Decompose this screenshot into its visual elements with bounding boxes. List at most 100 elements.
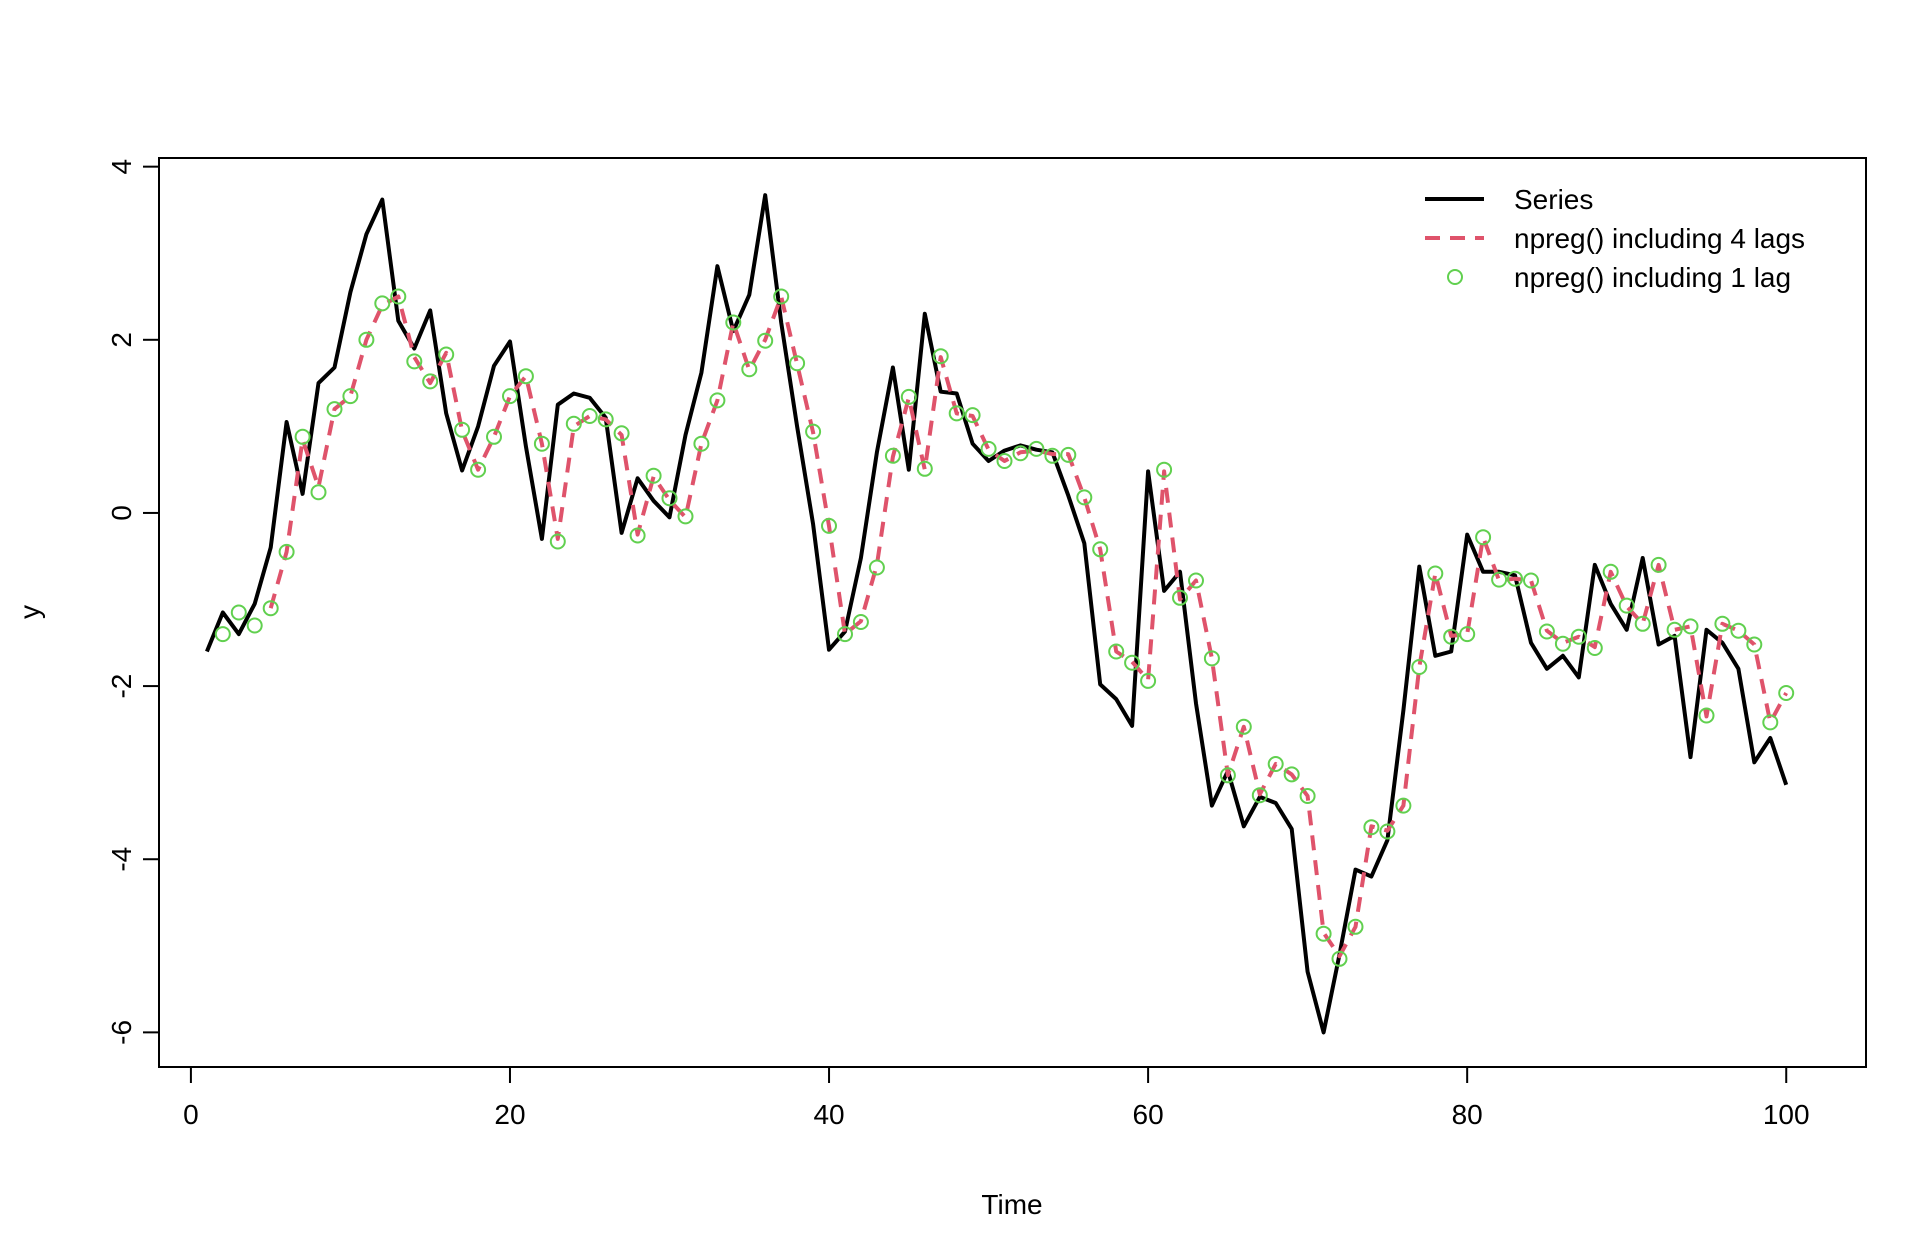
npreg-1-lag-point — [693, 435, 710, 452]
npreg-1-lag-point — [821, 517, 837, 534]
y-axis-title: y — [14, 605, 45, 619]
npreg-1-lag-point — [549, 533, 566, 550]
npreg-1-lag-point — [1459, 626, 1476, 643]
npreg-1-lag-point — [502, 388, 518, 405]
x-tick-label: 100 — [1763, 1099, 1810, 1130]
npreg-1-lag-point — [1251, 787, 1268, 804]
npreg-1-lag-point — [661, 490, 678, 507]
npreg-1-lag-point — [246, 617, 263, 634]
npreg-1-lag-point — [1299, 788, 1316, 804]
npreg-1-lag-point — [1315, 925, 1332, 942]
npreg-1-lag-point — [390, 288, 407, 305]
npreg-1-lag-point — [1395, 797, 1412, 814]
npreg-4-lags-line — [268, 294, 1788, 959]
npreg-1-lag-point — [214, 626, 231, 643]
npreg-1-lag-point — [900, 388, 917, 405]
npreg-1-lag-point — [310, 484, 327, 501]
npreg-1-lag-point — [1586, 640, 1603, 656]
y-axis: -6 -4 -2 0 2 4 — [106, 159, 160, 1045]
npreg-1-lag-point — [1283, 766, 1300, 783]
npreg-1-lag-point — [1044, 447, 1061, 464]
x-tick-label: 0 — [183, 1099, 199, 1130]
npreg-1-lag-point — [406, 353, 423, 370]
series-line — [205, 193, 1789, 1035]
npreg-1-lag-point — [1714, 615, 1731, 632]
x-axis: 0 20 40 60 80 100 — [183, 1066, 1810, 1130]
npreg-1-lag-point — [422, 373, 439, 390]
npreg-1-lag-point — [677, 508, 694, 525]
npreg-1-lag-point — [565, 415, 582, 432]
npreg-1-lag-point — [805, 423, 822, 440]
npreg-1-lag-point — [709, 392, 726, 409]
npreg-1-lag-point — [1140, 672, 1157, 689]
npreg-1-lag-point — [852, 614, 869, 630]
npreg-1-lag-point — [837, 626, 853, 643]
npreg-1-lag-point — [1012, 445, 1029, 462]
npreg-1-lag-point — [1523, 572, 1539, 589]
npreg-1-lag-point — [1507, 570, 1523, 587]
npreg-1-lag-point — [1156, 461, 1173, 478]
npreg-1-lag-point — [932, 348, 949, 365]
series-layer — [205, 193, 1795, 1035]
npreg-1-lag-point — [1060, 446, 1077, 463]
npreg-1-lag-point — [1778, 685, 1795, 701]
y-tick-label: -2 — [106, 674, 137, 699]
npreg-1-lag-point — [470, 461, 487, 478]
npreg-1-lag-point — [645, 467, 662, 484]
npreg-1-lag-point — [1491, 571, 1508, 588]
legend-label-npreg-1-lag: npreg() including 1 lag — [1514, 262, 1791, 293]
npreg-1-lag-point — [358, 331, 375, 348]
npreg-1-lag-point — [262, 600, 279, 617]
legend-label-npreg-4-lags: npreg() including 4 lags — [1514, 223, 1805, 254]
npreg-1-lag-point — [278, 543, 295, 560]
npreg-1-lag-point — [1203, 650, 1220, 667]
npreg-1-lag-point — [629, 527, 646, 544]
npreg-1-lag-point — [1092, 541, 1109, 558]
npreg-1-lag-point — [230, 604, 247, 621]
npreg-1-lag-point — [1666, 621, 1683, 638]
npreg-1-lag-point — [1602, 563, 1619, 580]
npreg-1-lag-point — [757, 332, 774, 349]
npreg-1-lag-point — [1443, 628, 1460, 645]
npreg-1-lag-point — [980, 440, 997, 457]
x-tick-label: 80 — [1452, 1099, 1483, 1130]
npreg-1-lag-point — [581, 408, 598, 424]
npreg-1-lag-point — [1379, 823, 1396, 840]
npreg-1-lag-point — [1188, 572, 1204, 589]
y-tick-label: 2 — [106, 332, 137, 348]
x-tick-label: 60 — [1133, 1099, 1164, 1130]
npreg-1-lag-point — [1746, 636, 1763, 653]
x-tick-label: 20 — [494, 1099, 525, 1130]
npreg-1-lag-point — [725, 314, 742, 331]
npreg-1-lag-point — [884, 447, 901, 464]
npreg-1-lag-point — [1219, 767, 1236, 784]
y-tick-label: -4 — [106, 847, 137, 872]
npreg-1-lag-point — [1538, 623, 1555, 640]
npreg-1-lag-point — [294, 428, 311, 445]
npreg-1-lag-point — [374, 295, 391, 312]
npreg-1-lag-point — [916, 460, 933, 477]
npreg-1-lag-point — [326, 401, 343, 418]
npreg-1-lag-point — [438, 346, 455, 363]
npreg-1-lag-point — [1730, 622, 1747, 639]
npreg-1-lag-point — [1427, 565, 1444, 582]
npreg-1-lag-point — [1554, 635, 1571, 652]
x-tick-label: 40 — [813, 1099, 844, 1130]
legend-swatch-npreg-1-lag — [1447, 269, 1463, 285]
npreg-1-lag-point — [1634, 615, 1651, 632]
npreg-1-lag-point — [533, 435, 550, 452]
npreg-1-lag-point — [517, 368, 534, 385]
npreg-1-lag-point — [1124, 654, 1141, 671]
npreg-1-lag-point — [1267, 756, 1284, 772]
npreg-1-lag-point — [454, 421, 471, 438]
y-tick-label: -6 — [106, 1020, 137, 1045]
npreg-1-lag-point — [486, 428, 502, 445]
npreg-1-lag-point — [1475, 529, 1492, 546]
npreg-1-lag-point — [1347, 918, 1364, 935]
npreg-1-lag-point — [773, 288, 790, 305]
npreg-1-lag-point — [1108, 643, 1125, 660]
npreg-1-lag-point — [948, 405, 965, 422]
npreg-1-lag-point — [342, 388, 359, 405]
npreg-1-lag-point — [1028, 440, 1045, 457]
